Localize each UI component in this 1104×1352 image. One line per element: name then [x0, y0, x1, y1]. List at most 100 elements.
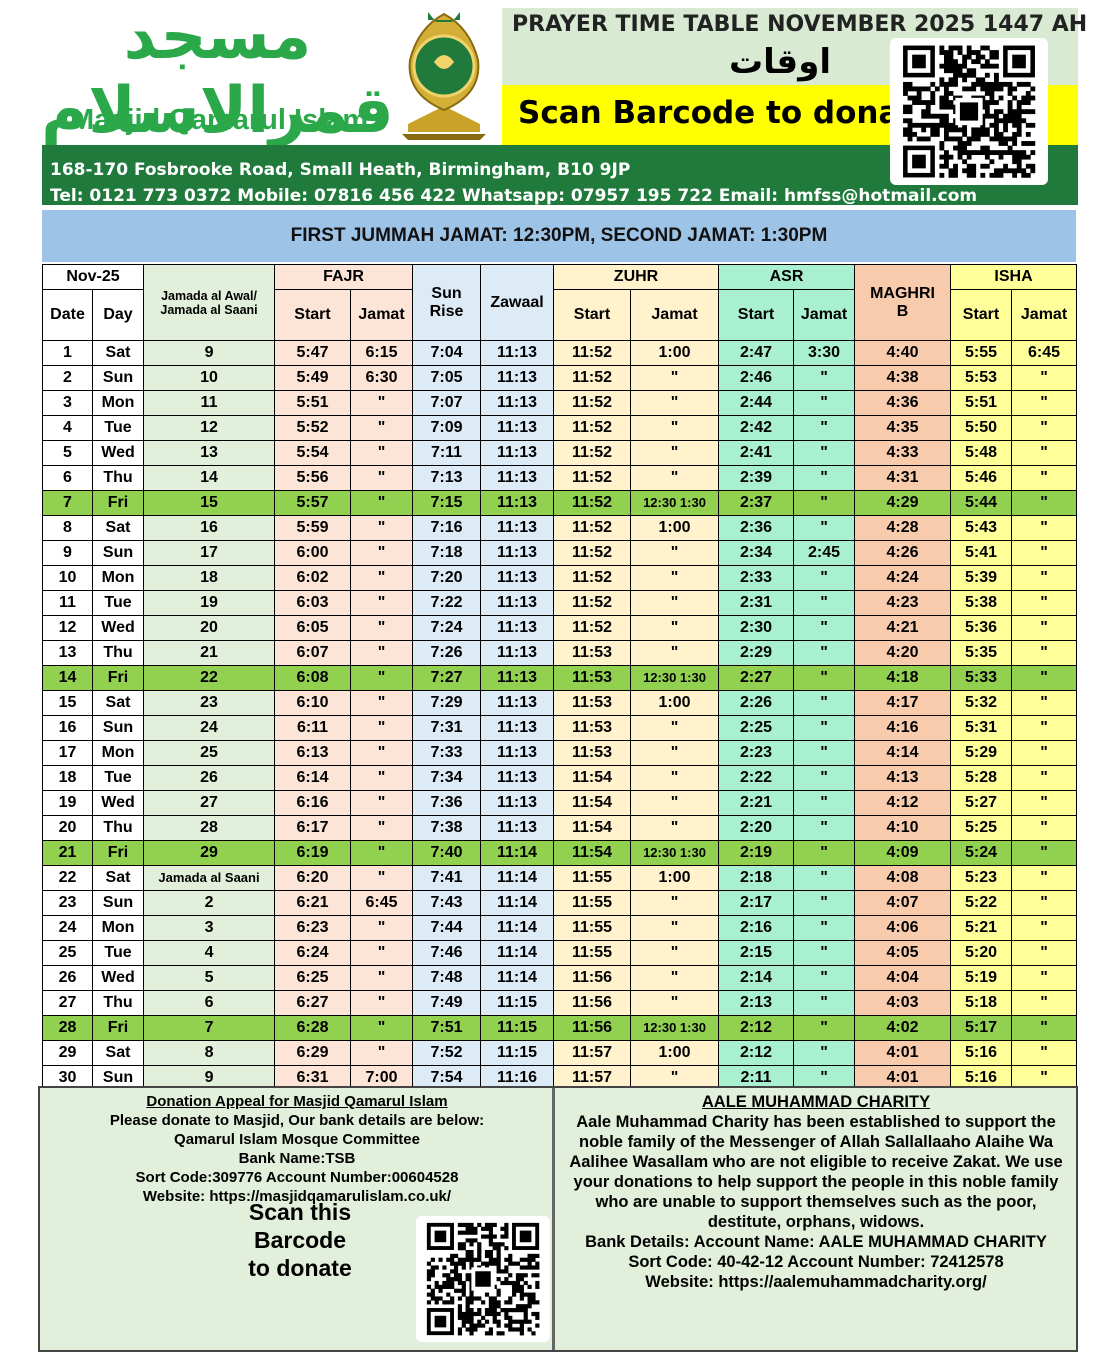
qr-module [461, 1230, 466, 1235]
logo-arabic: مسجد قمرالاسلام [41, 0, 394, 148]
cell: 11:55 [553, 890, 632, 916]
cell: 1:00 [630, 690, 720, 716]
qr-module [434, 1284, 439, 1289]
qr-module [984, 81, 990, 87]
qr-module [465, 1230, 470, 1235]
qr-module [465, 1253, 470, 1259]
cell: 2:29 [718, 640, 795, 666]
qr-module [508, 1273, 513, 1278]
cell: 5:50 [950, 415, 1013, 441]
qr-module [496, 1277, 501, 1282]
qr-module [453, 1277, 459, 1282]
qr-module [934, 122, 940, 128]
qr-module [484, 1311, 490, 1317]
qr-module [453, 1265, 459, 1270]
qr-module [930, 127, 936, 133]
cell: Sun [91, 890, 145, 916]
cell: 6:14 [274, 765, 352, 791]
qr-module [984, 91, 990, 96]
cell: " [1011, 865, 1078, 891]
qr-module [1030, 141, 1036, 146]
qr-module [469, 1261, 474, 1266]
charity-line: Sort Code: 40-42-12 Account Number: 7241… [628, 1253, 1004, 1271]
qr-module [1016, 131, 1022, 137]
cell: 17 [42, 740, 93, 766]
cell: 19 [42, 790, 93, 816]
qr-module [939, 81, 945, 87]
qr-module [903, 81, 908, 87]
cell: 7:34 [412, 765, 482, 791]
qr-module [519, 1319, 524, 1324]
qr-module [496, 1319, 501, 1324]
cell: " [1011, 990, 1078, 1016]
qr-module [531, 1273, 536, 1278]
cell: 3:30 [793, 340, 856, 366]
qr-code[interactable] [416, 1216, 550, 1342]
cell: 11:52 [553, 340, 632, 366]
qr-module [465, 1222, 470, 1228]
qr-module [461, 1311, 466, 1317]
qr-module [535, 1273, 540, 1278]
cell: 7:51 [412, 1015, 482, 1041]
qr-module [453, 1273, 459, 1278]
cell: " [350, 1015, 414, 1041]
cell: " [1011, 915, 1078, 941]
cell: 2:23 [718, 740, 795, 766]
cell: 2:16 [718, 915, 795, 941]
qr-module [508, 1261, 513, 1266]
cell: " [630, 415, 720, 441]
cell: " [350, 465, 414, 491]
qr-module [457, 1246, 463, 1251]
qr-module [523, 1319, 528, 1324]
cell: " [793, 915, 856, 941]
qr-module [984, 113, 990, 119]
qr-module [989, 122, 995, 128]
cell: 11:52 [553, 390, 632, 416]
qr-module [925, 86, 931, 92]
cell: 1:00 [630, 865, 720, 891]
row: 2 Sun 10 5:49 6:30 7:05 11:13 11:52 " 2:46 " 4:38 5:… [42, 365, 1078, 391]
qr-module [907, 131, 913, 137]
qr-code[interactable] [890, 38, 1048, 185]
cell: 4:29 [854, 490, 952, 516]
qr-module [953, 127, 958, 133]
cell: Tue [91, 940, 145, 966]
cell: 11:53 [553, 690, 632, 716]
qr-module [450, 1253, 455, 1259]
qr-module [504, 1311, 509, 1317]
qr-module [488, 1257, 493, 1262]
qr-module [488, 1304, 493, 1309]
qr-module [504, 1257, 509, 1262]
qr-module [461, 1222, 466, 1228]
qr-module [1025, 109, 1031, 115]
cell: 7:05 [412, 365, 482, 391]
cell: " [630, 890, 720, 916]
cell: 29 [143, 840, 276, 866]
cell: 4 [42, 415, 93, 441]
cell: 12:30 1:30 [630, 490, 720, 516]
cell: 2:27 [718, 665, 795, 691]
qr-module [903, 118, 908, 124]
qr-module [496, 1249, 501, 1255]
qr-module [962, 86, 968, 92]
qr-module [1003, 141, 1008, 146]
qr-module [527, 1300, 532, 1305]
qr-module [998, 150, 1004, 156]
row: 22 Sat Jamada al Saani 6:20 " 7:41 11:14 11:55 1… [42, 865, 1078, 891]
qr-module [998, 131, 1004, 137]
qr-module [496, 1261, 501, 1266]
cell: 6:20 [274, 865, 352, 891]
cell: " [630, 740, 720, 766]
qr-module [469, 1249, 474, 1255]
qr-module [465, 1319, 470, 1324]
qr-module [492, 1308, 497, 1313]
row: 4 Tue 12 5:52 " 7:09 11:13 11:52 " 2:42 " 4:35 5:50 " [42, 415, 1078, 441]
qr-module [994, 136, 999, 142]
qr-module [504, 1323, 509, 1328]
qr-module [957, 150, 963, 156]
qr-module [980, 145, 986, 151]
qr-module [989, 172, 995, 178]
qr-module [957, 45, 963, 51]
qr-module [948, 172, 954, 178]
qr-module [957, 145, 963, 151]
